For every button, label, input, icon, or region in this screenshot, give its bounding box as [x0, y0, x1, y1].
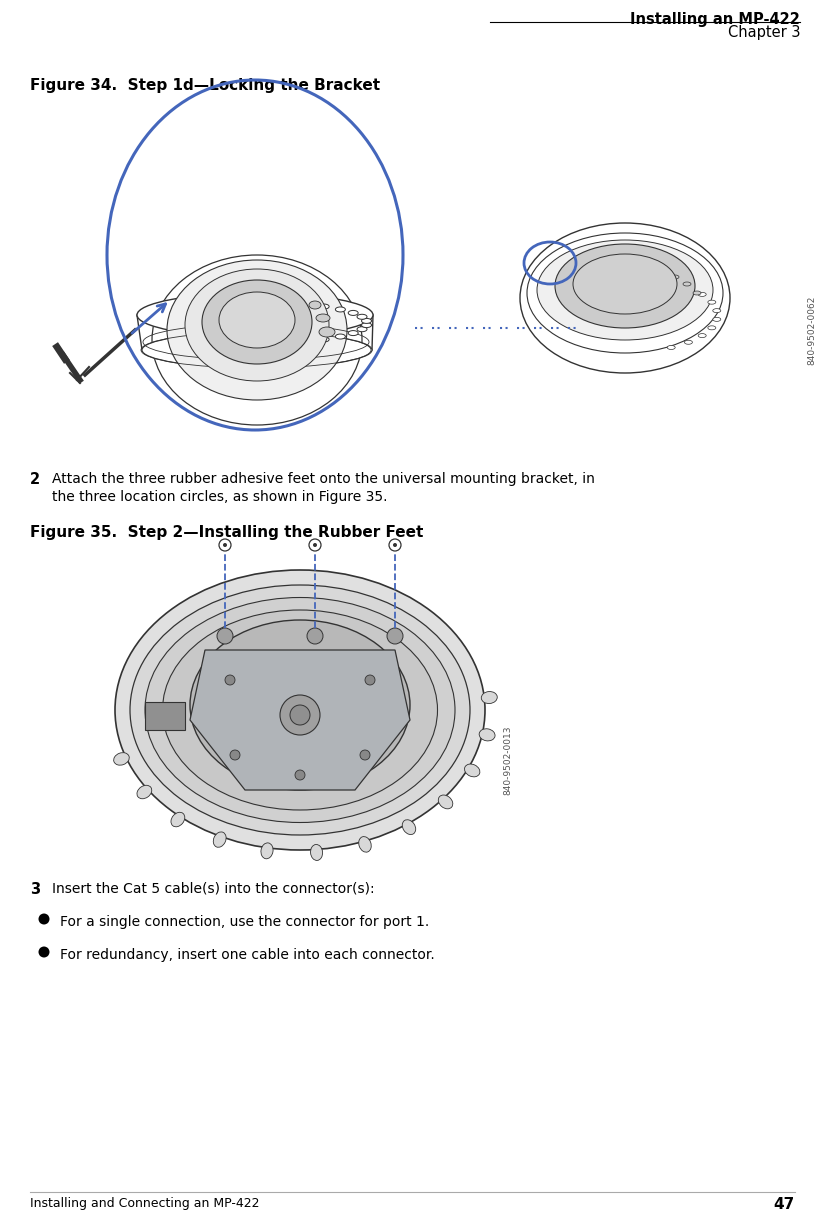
Ellipse shape [202, 281, 312, 364]
Ellipse shape [300, 339, 310, 344]
Text: 840-9502-0013: 840-9502-0013 [503, 725, 512, 794]
Ellipse shape [167, 260, 347, 400]
Polygon shape [190, 650, 410, 791]
Ellipse shape [555, 244, 695, 328]
Ellipse shape [336, 307, 346, 312]
Ellipse shape [438, 795, 453, 809]
Ellipse shape [361, 318, 371, 323]
Ellipse shape [319, 304, 329, 309]
Text: 2: 2 [30, 472, 40, 487]
Text: Installing an MP-422: Installing an MP-422 [630, 12, 800, 27]
Text: Figure 34.  Step 1d—Locking the Bracket: Figure 34. Step 1d—Locking the Bracket [30, 78, 380, 93]
Circle shape [309, 539, 321, 551]
Ellipse shape [481, 692, 497, 704]
Ellipse shape [145, 598, 455, 822]
Ellipse shape [214, 832, 226, 847]
Ellipse shape [348, 310, 358, 316]
Ellipse shape [520, 223, 730, 373]
Circle shape [39, 947, 50, 958]
Ellipse shape [279, 340, 289, 345]
Circle shape [219, 539, 231, 551]
Text: 840-9502-0062: 840-9502-0062 [808, 295, 817, 365]
Circle shape [217, 628, 233, 644]
Ellipse shape [115, 570, 485, 850]
Ellipse shape [479, 728, 495, 741]
Ellipse shape [219, 292, 295, 348]
Circle shape [230, 750, 240, 760]
Text: For a single connection, use the connector for port 1.: For a single connection, use the connect… [60, 915, 429, 928]
Circle shape [290, 705, 310, 725]
Circle shape [225, 675, 235, 684]
Text: Lock: Lock [195, 318, 224, 331]
Circle shape [389, 539, 401, 551]
Ellipse shape [142, 332, 372, 368]
Circle shape [365, 675, 375, 684]
Ellipse shape [464, 764, 480, 777]
Ellipse shape [163, 610, 437, 810]
Ellipse shape [171, 813, 185, 827]
Ellipse shape [685, 285, 692, 289]
Ellipse shape [130, 586, 470, 834]
Ellipse shape [300, 301, 310, 306]
Ellipse shape [319, 327, 335, 337]
Ellipse shape [309, 301, 321, 309]
Ellipse shape [671, 274, 679, 279]
Ellipse shape [667, 281, 675, 284]
Ellipse shape [708, 326, 716, 329]
Ellipse shape [698, 333, 706, 338]
Ellipse shape [279, 300, 289, 305]
Ellipse shape [348, 331, 358, 336]
Circle shape [360, 750, 370, 760]
Text: Figure 35.  Step 2—Installing the Rubber Feet: Figure 35. Step 2—Installing the Rubber … [30, 525, 423, 540]
Ellipse shape [713, 309, 721, 312]
Ellipse shape [685, 340, 692, 344]
Ellipse shape [261, 843, 273, 859]
Ellipse shape [319, 337, 329, 342]
Text: the three location circles, as shown in Figure 35.: the three location circles, as shown in … [52, 490, 388, 504]
Text: Chapter 3: Chapter 3 [728, 24, 800, 40]
Text: Attach the three rubber adhesive feet onto the universal mounting bracket, in: Attach the three rubber adhesive feet on… [52, 472, 595, 486]
Ellipse shape [185, 268, 329, 381]
Circle shape [280, 695, 320, 734]
FancyBboxPatch shape [145, 702, 185, 730]
Circle shape [223, 543, 227, 547]
Ellipse shape [361, 322, 371, 328]
Ellipse shape [137, 293, 373, 337]
Ellipse shape [667, 345, 675, 349]
Ellipse shape [310, 844, 323, 860]
Ellipse shape [359, 837, 371, 852]
Text: 3: 3 [30, 882, 40, 897]
Ellipse shape [190, 620, 410, 791]
Ellipse shape [316, 314, 330, 322]
Ellipse shape [114, 753, 130, 765]
Text: For redundancy, insert one cable into each connector.: For redundancy, insert one cable into ea… [60, 948, 435, 963]
Circle shape [39, 914, 50, 925]
Circle shape [313, 543, 317, 547]
Ellipse shape [336, 334, 346, 339]
Ellipse shape [698, 293, 706, 296]
Text: Installing and Connecting an MP-422: Installing and Connecting an MP-422 [30, 1197, 260, 1210]
Ellipse shape [357, 315, 367, 320]
Circle shape [387, 628, 403, 644]
Ellipse shape [403, 820, 416, 834]
Ellipse shape [693, 292, 701, 295]
Ellipse shape [357, 327, 367, 332]
Ellipse shape [152, 255, 362, 425]
Ellipse shape [137, 786, 152, 799]
Ellipse shape [713, 317, 721, 321]
Circle shape [295, 770, 305, 780]
Ellipse shape [527, 233, 723, 353]
Circle shape [307, 628, 323, 644]
Text: 47: 47 [774, 1197, 795, 1211]
Text: Insert the Cat 5 cable(s) into the connector(s):: Insert the Cat 5 cable(s) into the conne… [52, 882, 375, 895]
Ellipse shape [537, 240, 713, 340]
Ellipse shape [683, 282, 691, 285]
Ellipse shape [708, 300, 716, 304]
Circle shape [393, 543, 397, 547]
Ellipse shape [573, 254, 677, 314]
